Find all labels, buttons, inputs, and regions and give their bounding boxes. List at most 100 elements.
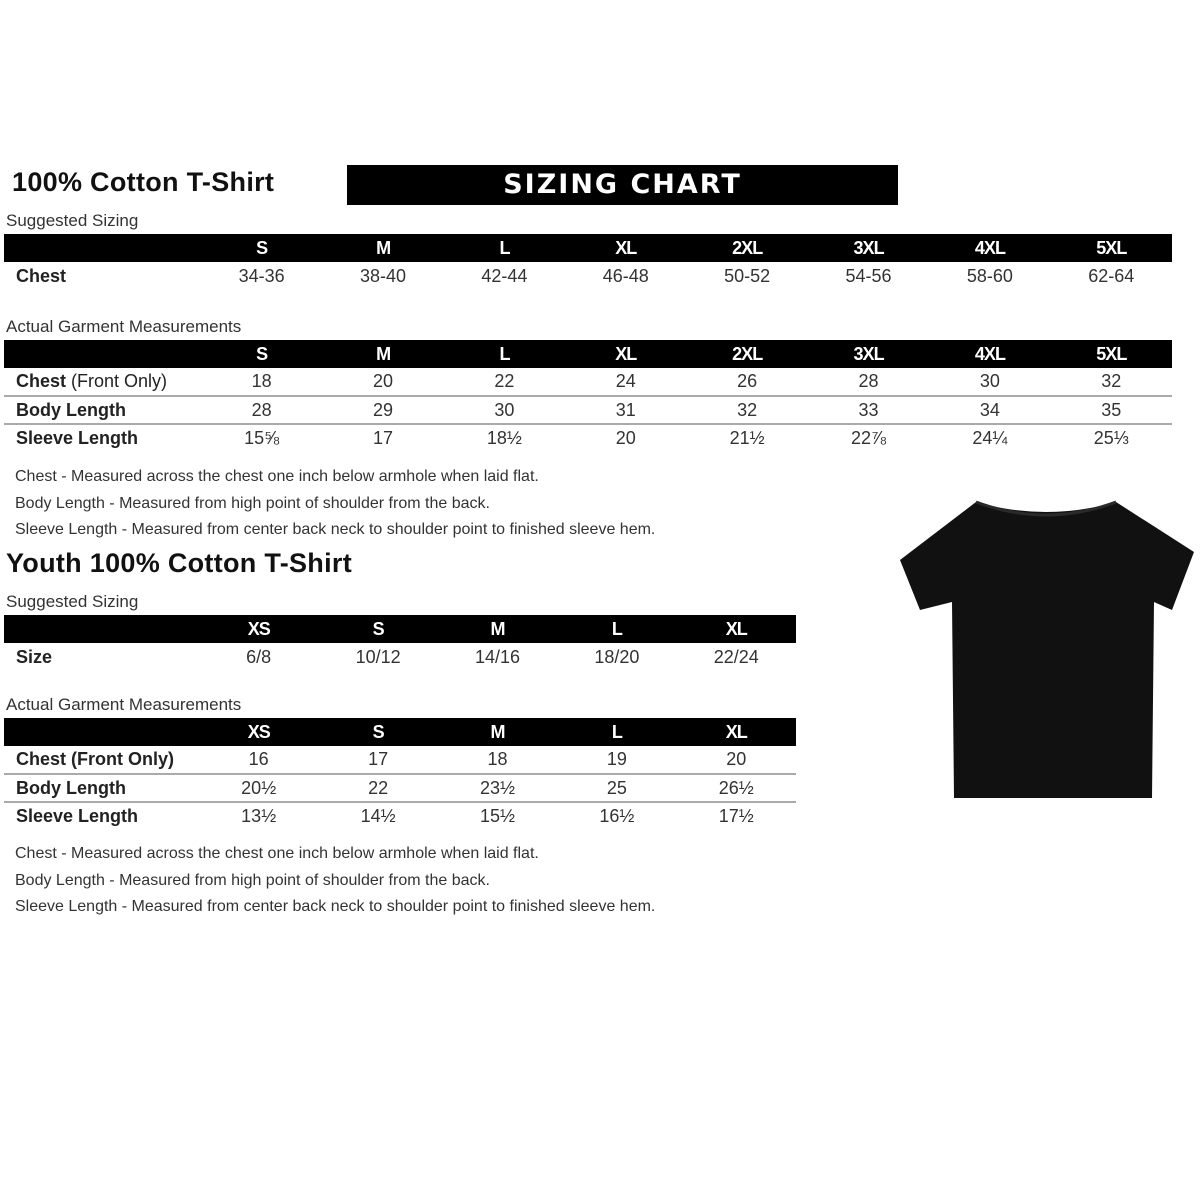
cell-value: 46-48: [602, 265, 649, 286]
size-header: 2XL: [686, 234, 808, 262]
header-spacer: [4, 718, 199, 746]
header-spacer: [4, 234, 201, 262]
cell-value: 25⅓: [1093, 428, 1129, 448]
size-header: L: [443, 234, 566, 262]
cell-value: 22⅞: [851, 428, 887, 448]
cell-value: 18½: [486, 428, 522, 448]
cell-value: 22/24: [713, 646, 759, 667]
size-header: XL: [676, 718, 796, 746]
table-row: Body Length 28 29 30 31 32 33 34 35: [4, 396, 1172, 425]
size-header: L: [443, 340, 566, 368]
cell-value: 22: [443, 368, 566, 397]
size-header: M: [437, 718, 558, 746]
size-header: S: [201, 234, 323, 262]
row-label-text: Sleeve Length: [16, 806, 139, 826]
size-header: XL: [565, 340, 687, 368]
row-label-text: Chest (Front Only): [16, 749, 174, 769]
adult-notes: Chest - Measured across the chest one in…: [15, 464, 655, 544]
table-row: Sleeve Length 15⅝ 17 18½ 20 21½ 22⅞ 24¼ 25⅓: [4, 424, 1172, 452]
header-spacer: [4, 340, 201, 368]
cell-value: 10/12: [355, 646, 401, 667]
cell-value: 31: [565, 396, 687, 425]
cell-value: 24¼: [972, 428, 1008, 448]
size-header: M: [437, 615, 558, 643]
adult-suggested-table: S M L XL 2XL 3XL 4XL 5XL Chest 34-36 38-40 42-44 46-…: [4, 234, 1172, 290]
table-row: Size 6/8 10/12 14/16 18/20 22/24: [4, 643, 796, 671]
size-header: XL: [565, 234, 687, 262]
cell-value: 17½: [718, 806, 754, 826]
cell-value: 32: [686, 396, 808, 425]
cell-value: 21½: [729, 428, 765, 448]
cell-value: 26: [686, 368, 808, 397]
size-header: M: [322, 234, 444, 262]
cell-value: 34-36: [238, 265, 285, 286]
size-header: L: [557, 615, 677, 643]
header-spacer: [4, 615, 199, 643]
adult-actual-label: Actual Garment Measurements: [6, 317, 242, 336]
row-label: Chest: [4, 262, 201, 290]
table-row: Chest (Front Only) 16 17 18 19 20: [4, 746, 796, 775]
table-row: Chest (Front Only) 18 20 22 24 26 28 30 32: [4, 368, 1172, 397]
row-label: Chest (Front Only): [4, 368, 201, 397]
cell-value: 54-56: [845, 265, 892, 286]
cell-value: 34: [929, 396, 1051, 425]
cell-value: 20: [615, 428, 636, 448]
row-label-suffix: (Front Only): [66, 371, 168, 391]
size-header: M: [322, 340, 444, 368]
row-label: Size: [4, 643, 199, 671]
size-header: 2XL: [686, 340, 808, 368]
cell-value: 50-52: [724, 265, 771, 286]
cell-value: 19: [557, 746, 677, 775]
youth-actual-table: XS S M L XL Chest (Front Only) 16 17 18 19 20 Body …: [4, 718, 796, 830]
note-chest: Chest - Measured across the chest one in…: [15, 845, 539, 862]
row-label-text: Sleeve Length: [16, 428, 139, 448]
row-label-text: Chest: [16, 371, 67, 391]
size-header: 5XL: [1050, 340, 1172, 368]
adult-actual-table: S M L XL 2XL 3XL 4XL 5XL Chest (Front Only) 18 20 2…: [4, 340, 1172, 452]
size-header-row: S M L XL 2XL 3XL 4XL 5XL: [4, 234, 1172, 262]
row-label-text: Size: [16, 646, 53, 667]
cell-value: 38-40: [360, 265, 407, 286]
cell-value: 30: [443, 396, 566, 425]
row-label-text: Body Length: [16, 777, 126, 798]
size-header: XS: [199, 718, 319, 746]
cell-value: 33: [807, 396, 930, 425]
note-body: Body Length - Measured from high point o…: [15, 871, 490, 889]
cell-value: 25: [557, 774, 677, 803]
cell-value: 13½: [241, 806, 277, 826]
cell-value: 20½: [199, 774, 319, 803]
youth-actual-label: Actual Garment Measurements: [6, 695, 242, 714]
size-header: 3XL: [807, 234, 930, 262]
row-label-text: Chest: [16, 265, 67, 286]
cell-value: 17: [318, 746, 438, 775]
size-header: 4XL: [929, 340, 1051, 368]
youth-title: Youth 100% Cotton T-Shirt: [6, 548, 352, 578]
cell-value: 15½: [479, 806, 515, 826]
cell-value: 16: [199, 746, 319, 775]
cell-value: 35: [1050, 396, 1172, 425]
cell-value: 6/8: [246, 646, 272, 667]
size-header: S: [201, 340, 323, 368]
cell-value: 28: [201, 396, 323, 425]
size-header: S: [318, 718, 438, 746]
youth-notes: Chest - Measured across the chest one in…: [15, 841, 655, 921]
row-label: Chest (Front Only): [4, 746, 199, 775]
cell-value: 42-44: [481, 265, 528, 286]
size-header: L: [557, 718, 677, 746]
cell-value: 17: [373, 428, 394, 448]
cell-value: 20: [322, 368, 444, 397]
cell-value: 14/16: [474, 646, 520, 667]
cell-value: 18: [201, 368, 323, 397]
size-header: XL: [676, 615, 796, 643]
cell-value: 24: [565, 368, 687, 397]
size-header: 3XL: [807, 340, 930, 368]
row-label: Sleeve Length: [4, 424, 201, 452]
size-header: 5XL: [1050, 234, 1172, 262]
size-header: S: [318, 615, 438, 643]
row-label: Sleeve Length: [4, 802, 199, 830]
cell-value: 30: [929, 368, 1051, 397]
table-row: Sleeve Length 13½ 14½ 15½ 16½ 17½: [4, 802, 796, 830]
size-header-row: XS S M L XL: [4, 718, 796, 746]
note-body: Body Length - Measured from high point o…: [15, 494, 490, 512]
cell-value: 20: [676, 746, 796, 775]
